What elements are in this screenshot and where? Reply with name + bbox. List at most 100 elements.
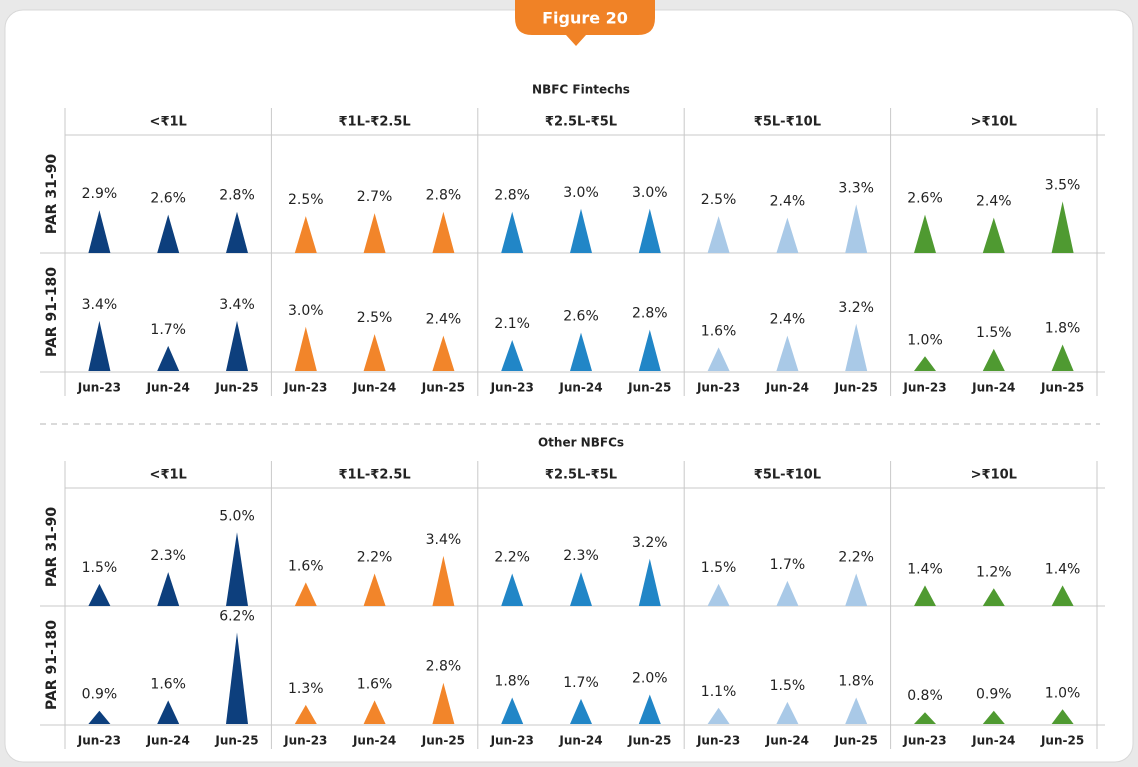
value-label: 1.0% [907,332,943,348]
x-tick-label: Jun-23 [490,734,534,748]
value-label: 3.2% [632,535,668,551]
value-label: 2.8% [219,188,255,204]
triangle-bar [982,710,1005,724]
triangle-bar [157,345,180,371]
triangle-bar [1051,585,1074,606]
value-label: 0.9% [82,687,118,703]
x-tick-label: Jun-23 [283,381,327,395]
group-label: ₹5L-₹10L [754,468,821,483]
figure-label: Figure 20 [542,9,628,28]
triangle-bar [638,558,661,606]
group-label: ₹2.5L-₹5L [545,468,617,483]
triangle-bar [707,707,730,724]
value-label: 2.4% [770,194,806,210]
triangle-bar [88,583,111,606]
value-label: 1.7% [150,322,186,338]
triangle-bar [914,585,936,606]
triangle-bar [914,712,936,724]
x-tick-label: Jun-25 [421,381,465,395]
figure-tab [515,0,655,46]
value-label: 1.8% [1045,320,1081,336]
triangle-bar [226,211,248,253]
triangle-bar [501,340,524,371]
value-label: 1.4% [907,561,943,577]
x-tick-label: Jun-23 [490,381,534,395]
triangle-bar [570,332,592,371]
triangle-bar [776,217,799,253]
triangle-bar [157,572,180,606]
value-label: 1.7% [563,675,599,691]
triangle-bar [982,348,1005,371]
triangle-bar [914,356,936,371]
value-label: 1.6% [701,323,737,339]
x-tick-label: Jun-25 [627,381,671,395]
value-label: 2.3% [150,548,186,564]
triangle-bar [294,582,317,606]
x-tick-label: Jun-23 [902,381,946,395]
x-tick-label: Jun-25 [1040,734,1084,748]
value-label: 2.5% [357,310,393,326]
value-label: 1.5% [976,325,1012,341]
triangle-bar [88,710,111,724]
value-label: 2.8% [632,306,668,322]
group-label: <₹1L [150,468,187,483]
x-tick-label: Jun-24 [352,381,396,395]
value-label: 1.8% [838,673,874,689]
value-label: 2.6% [150,191,186,207]
value-label: 2.6% [563,309,599,325]
value-label: 3.3% [838,180,874,196]
triangle-bar [88,320,111,371]
value-label: 2.3% [563,548,599,564]
x-tick-label: Jun-24 [558,734,602,748]
value-label: 2.7% [357,189,393,205]
value-label: 2.2% [838,550,874,566]
triangle-bar [707,583,730,606]
value-label: 1.7% [770,557,806,573]
value-label: 3.4% [426,532,462,548]
triangle-bar [363,573,386,606]
x-tick-label: Jun-24 [765,381,809,395]
triangle-bar [707,216,730,253]
triangle-bar [432,335,455,371]
x-tick-label: Jun-24 [558,381,602,395]
group-label: ₹1L-₹2.5L [339,115,411,130]
group-label: >₹10L [971,468,1017,483]
triangle-bar [226,532,248,606]
value-label: 1.0% [1045,685,1081,701]
triangle-bar [432,682,455,724]
triangle-bar [982,217,1005,253]
value-label: 2.4% [426,312,462,328]
group-label: ₹5L-₹10L [754,115,821,130]
row-label: PAR 91-180 [44,620,60,710]
value-label: 5.0% [219,508,255,524]
value-label: 2.8% [494,188,530,204]
value-label: 2.8% [426,659,462,675]
triangle-bar [570,208,592,253]
x-tick-label: Jun-25 [834,734,878,748]
triangle-bar [638,329,661,371]
triangle-bar [845,697,868,724]
panel-title: Other NBFCs [538,436,624,450]
x-tick-label: Jun-24 [352,734,396,748]
triangle-bar [363,213,386,253]
x-tick-label: Jun-25 [214,381,258,395]
triangle-bar [294,326,317,371]
value-label: 2.0% [632,671,668,687]
value-label: 1.6% [150,676,186,692]
value-label: 3.0% [632,185,668,201]
value-label: 1.4% [1045,561,1081,577]
value-label: 1.8% [494,673,530,689]
triangle-bar [226,320,248,371]
triangle-bar [638,694,661,724]
value-label: 2.9% [82,186,118,202]
value-label: 2.2% [494,550,530,566]
triangle-bar [363,334,386,371]
value-label: 1.5% [701,560,737,576]
value-label: 3.2% [838,300,874,316]
value-label: 2.4% [770,312,806,328]
triangle-bar [88,210,111,253]
triangle-bar [157,214,180,253]
x-tick-label: Jun-25 [421,734,465,748]
x-tick-label: Jun-24 [765,734,809,748]
triangle-bar [157,700,180,724]
